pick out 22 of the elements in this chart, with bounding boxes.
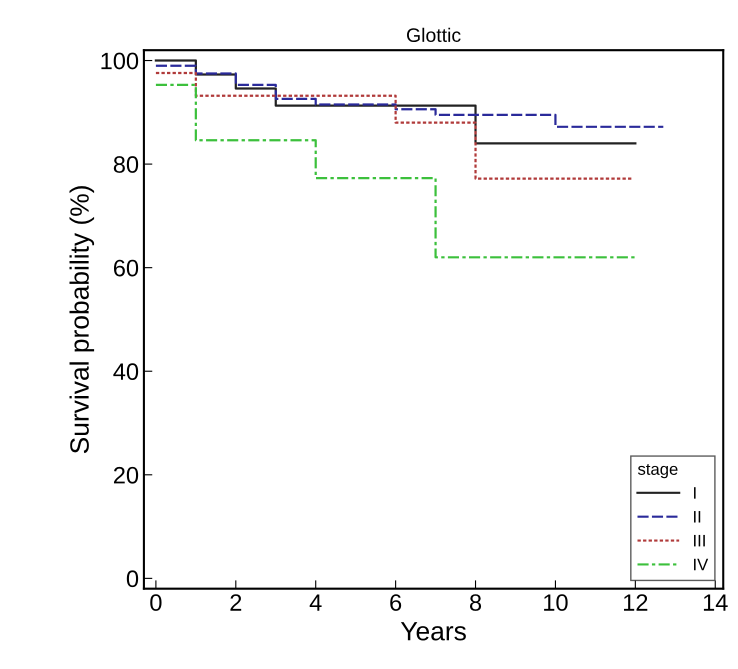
x-tick-label: 0 [150, 594, 162, 611]
x-tick-label: 10 [544, 594, 568, 611]
x-axis-title: Years [400, 622, 466, 641]
x-tick-label: 14 [704, 594, 728, 611]
y-tick-label: 20 [114, 466, 138, 484]
y-tick-label: 40 [113, 363, 138, 380]
x-tick-label: 8 [470, 594, 482, 611]
y-axis-title: Survival probability (%) [70, 186, 94, 454]
chart-title: Glottic [407, 28, 461, 42]
x-tick-label: 4 [310, 594, 322, 611]
legend-label: III [694, 534, 705, 546]
x-tick-label: 12 [624, 594, 648, 611]
y-tick-label: 0 [126, 570, 138, 588]
y-tick-label: 80 [114, 156, 138, 173]
x-tick-label: 6 [390, 594, 402, 611]
legend-label: IV [694, 558, 708, 570]
legend-label: I [694, 487, 696, 499]
legend-label: II [694, 511, 700, 523]
legend-title: stage [638, 464, 678, 478]
y-tick-label: 60 [114, 260, 138, 276]
y-tick-label: 100 [101, 52, 138, 70]
x-tick-label: 2 [230, 594, 242, 611]
